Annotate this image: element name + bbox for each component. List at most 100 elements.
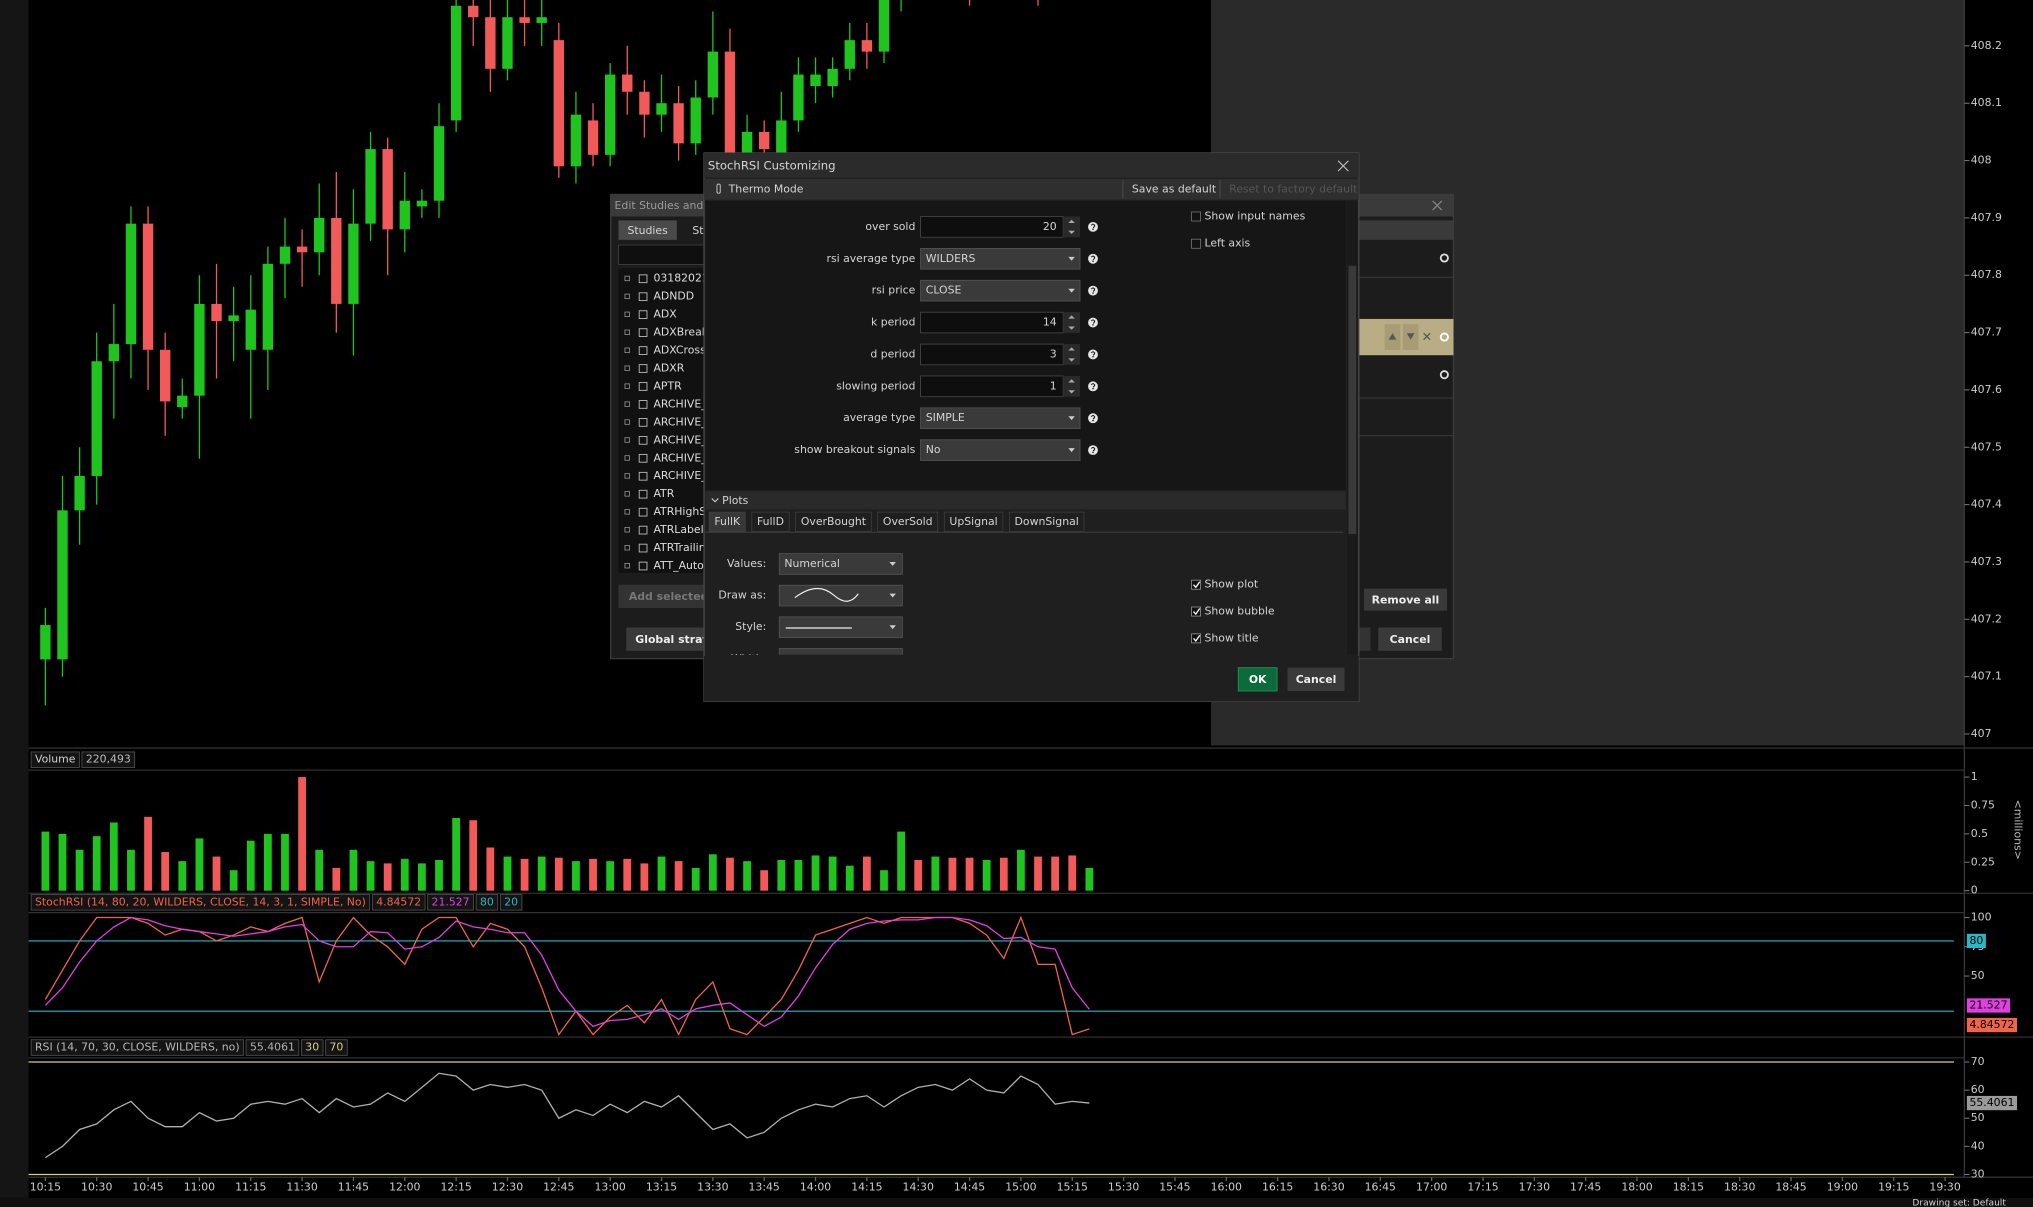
expand-icon[interactable]	[624, 473, 630, 479]
checkbox[interactable]	[1191, 211, 1201, 222]
ok-button[interactable]	[1237, 667, 1278, 692]
dropdown-value[interactable]: WILDERS	[926, 252, 976, 265]
study-item[interactable]: ATT_Auto	[653, 559, 704, 572]
expand-icon[interactable]	[624, 527, 630, 533]
plot-tab[interactable]: UpSignal	[949, 515, 997, 528]
toolbar-button[interactable]: Thermo Mode	[728, 182, 804, 195]
expand-icon[interactable]	[624, 311, 630, 317]
help-icon[interactable]	[1088, 253, 1098, 264]
study-item[interactable]: ADXCross	[653, 344, 706, 357]
study-item[interactable]: ATRTrailin	[653, 541, 705, 554]
study-item[interactable]: ATR	[653, 487, 674, 500]
setting-dropdown[interactable]	[778, 553, 903, 575]
study-item[interactable]: ARCHIVE_	[653, 469, 707, 482]
help-icon[interactable]	[1088, 285, 1098, 296]
gear-icon[interactable]	[1439, 253, 1449, 263]
expand-icon[interactable]	[624, 509, 630, 515]
tab-label[interactable]: Studies	[627, 224, 668, 237]
checkbox[interactable]	[1191, 238, 1201, 249]
help-icon[interactable]	[1088, 349, 1098, 360]
plot-tab[interactable]: FullK	[714, 515, 741, 528]
study-item[interactable]: ARCHIVE_	[653, 415, 707, 428]
dropdown-value[interactable]: SIMPLE	[926, 411, 965, 424]
dropdown[interactable]	[920, 248, 1081, 270]
study-item[interactable]: APTR	[653, 379, 682, 392]
plot-tab-box[interactable]	[1009, 511, 1085, 532]
study-item[interactable]: 03182021	[653, 272, 708, 285]
button-label[interactable]: OK	[1249, 673, 1267, 686]
dropdown-value[interactable]: No	[926, 443, 941, 456]
help-icon[interactable]	[1088, 317, 1098, 328]
expand-icon[interactable]	[624, 293, 630, 300]
number-field[interactable]	[920, 311, 1064, 334]
button-label[interactable]: Global strate	[635, 633, 715, 646]
setting-dropdown[interactable]	[778, 584, 903, 607]
expand-icon[interactable]	[624, 491, 630, 497]
toolbar-button[interactable]: Save as default	[1132, 182, 1216, 195]
setting-dropdown[interactable]	[778, 648, 903, 669]
button-label[interactable]: Remove all	[1372, 593, 1440, 606]
study-item[interactable]: ATRLabel	[653, 523, 703, 536]
button[interactable]	[1378, 627, 1442, 651]
number-field[interactable]	[920, 343, 1064, 366]
help-icon[interactable]	[1088, 413, 1098, 424]
gear-icon[interactable]	[1439, 332, 1449, 342]
spinner[interactable]	[1063, 344, 1081, 365]
button[interactable]	[626, 627, 707, 651]
dropdown[interactable]	[920, 279, 1081, 302]
expand-icon[interactable]	[624, 437, 630, 443]
plot-tab[interactable]: DownSignal	[1015, 515, 1079, 528]
checkbox[interactable]	[1191, 579, 1201, 590]
study-item[interactable]: ADNDD	[653, 290, 694, 303]
study-item[interactable]: ARCHIVE_	[653, 451, 707, 464]
study-item[interactable]: ARCHIVE_	[653, 433, 707, 446]
expand-icon[interactable]	[624, 419, 630, 425]
spinner[interactable]	[1063, 375, 1081, 397]
gear-icon[interactable]	[1439, 370, 1449, 380]
spinner[interactable]	[1063, 312, 1081, 333]
button-label[interactable]: Cancel	[1296, 673, 1337, 686]
checkbox[interactable]	[1191, 633, 1201, 644]
expand-icon[interactable]	[624, 275, 630, 282]
number-field[interactable]	[920, 375, 1064, 398]
plot-tab-box[interactable]	[708, 511, 746, 532]
collapse-icon[interactable]	[711, 498, 719, 503]
remove-icon[interactable]	[1423, 332, 1431, 341]
expand-icon[interactable]	[624, 545, 630, 551]
close-button[interactable]	[1337, 160, 1349, 172]
plot-tab[interactable]: OverSold	[883, 515, 933, 528]
study-item[interactable]: ADXBreak	[653, 326, 708, 339]
input-value[interactable]: 14	[1043, 316, 1057, 329]
spinner[interactable]	[1063, 216, 1081, 238]
study-item[interactable]: ADX	[653, 308, 677, 321]
expand-icon[interactable]	[624, 563, 630, 569]
plot-tab-box[interactable]	[943, 511, 1004, 532]
plot-tab-box[interactable]	[877, 511, 939, 532]
cancel-button[interactable]	[1287, 667, 1345, 692]
button[interactable]	[618, 584, 707, 609]
number-field[interactable]	[920, 216, 1064, 238]
tab[interactable]	[618, 220, 677, 240]
plot-tab-box[interactable]	[751, 511, 790, 532]
study-item[interactable]: ATRHighS	[653, 505, 706, 518]
plot-tab-box[interactable]	[795, 511, 872, 532]
expand-icon[interactable]	[624, 329, 630, 335]
help-icon[interactable]	[1088, 221, 1098, 232]
dropdown[interactable]	[920, 407, 1081, 429]
toolbar-button[interactable]: Reset to factory default	[1229, 182, 1357, 195]
expand-icon[interactable]	[624, 455, 630, 461]
button-label[interactable]: Add selected	[629, 590, 709, 603]
study-item[interactable]: ARCHIVE_	[653, 397, 707, 410]
scrollbar-thumb[interactable]	[1348, 265, 1357, 535]
search-box[interactable]	[618, 244, 708, 265]
plot-tab[interactable]: OverBought	[801, 515, 866, 528]
checkbox[interactable]	[1191, 606, 1201, 617]
input-value[interactable]: 20	[1043, 220, 1057, 233]
dropdown[interactable]	[920, 439, 1081, 461]
button[interactable]	[1363, 588, 1447, 611]
button-label[interactable]: Cancel	[1390, 633, 1431, 646]
study-item[interactable]: ADXR	[653, 362, 684, 375]
expand-icon[interactable]	[624, 347, 630, 353]
setting-dropdown[interactable]	[778, 616, 903, 638]
expand-icon[interactable]	[624, 401, 630, 407]
